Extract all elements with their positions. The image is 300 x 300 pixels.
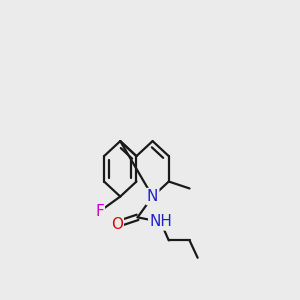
Text: N: N [147, 189, 158, 204]
Text: NH: NH [149, 214, 172, 230]
Text: O: O [111, 217, 123, 232]
Text: F: F [95, 204, 104, 219]
